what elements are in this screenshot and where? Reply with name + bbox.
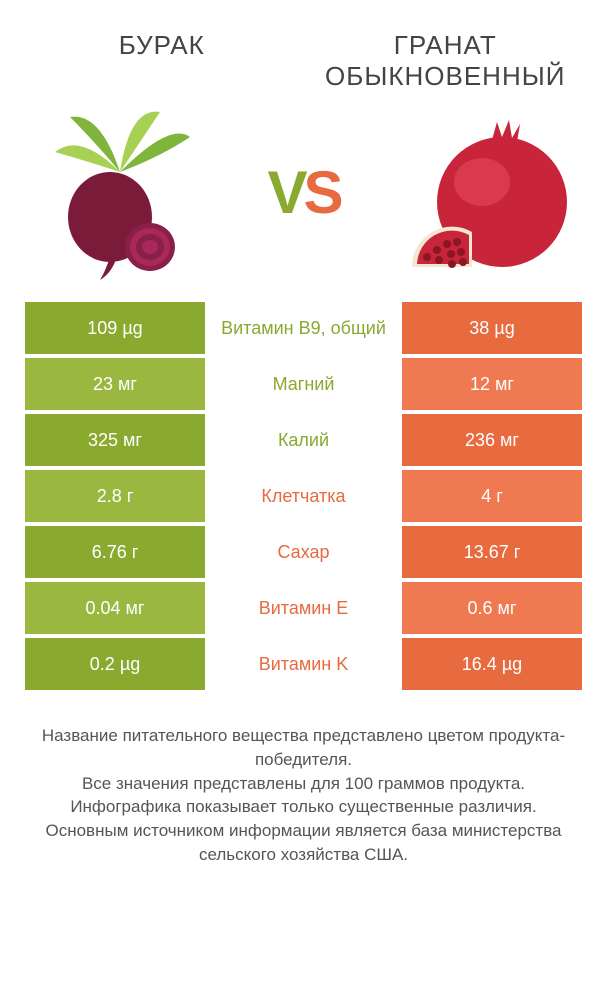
table-row: 23 мгМагний12 мг [25,358,582,410]
pomegranate-image [397,102,577,282]
right-value: 236 мг [402,414,582,466]
left-value: 23 мг [25,358,205,410]
vs-v: V [267,159,303,226]
right-value: 12 мг [402,358,582,410]
nutrient-label: Витамин B9, общий [205,302,402,354]
left-value: 6.76 г [25,526,205,578]
table-row: 0.2 µgВитамин K16.4 µg [25,638,582,690]
nutrient-label: Магний [205,358,402,410]
footer-line-2: Все значения представлены для 100 граммо… [25,772,582,796]
table-row: 109 µgВитамин B9, общий38 µg [25,302,582,354]
right-value: 38 µg [402,302,582,354]
footer-line-4: Основным источником информации является … [25,819,582,867]
footer-notes: Название питательного вещества представл… [0,694,607,867]
nutrient-label: Клетчатка [205,470,402,522]
left-title: БУРАК [20,30,304,61]
table-row: 325 мгКалий236 мг [25,414,582,466]
right-value: 13.67 г [402,526,582,578]
comparison-table: 109 µgВитамин B9, общий38 µg23 мгМагний1… [0,302,607,690]
vs-label: VS [267,158,339,227]
nutrient-label: Калий [205,414,402,466]
beet-image [30,102,210,282]
table-row: 0.04 мгВитамин E0.6 мг [25,582,582,634]
left-value: 109 µg [25,302,205,354]
vs-s: S [304,159,340,226]
left-value: 0.2 µg [25,638,205,690]
left-value: 325 мг [25,414,205,466]
footer-line-1: Название питательного вещества представл… [25,724,582,772]
right-value: 4 г [402,470,582,522]
nutrient-label: Витамин K [205,638,402,690]
left-value: 2.8 г [25,470,205,522]
nutrient-label: Витамин E [205,582,402,634]
header-row: БУРАК ГРАНАТ ОБЫКНОВЕННЫЙ [0,0,607,102]
table-row: 2.8 гКлетчатка4 г [25,470,582,522]
right-value: 0.6 мг [402,582,582,634]
right-value: 16.4 µg [402,638,582,690]
right-title: ГРАНАТ ОБЫКНОВЕННЫЙ [304,30,588,92]
footer-line-3: Инфографика показывает только существенн… [25,795,582,819]
nutrient-label: Сахар [205,526,402,578]
images-row: VS [0,102,607,302]
table-row: 6.76 гСахар13.67 г [25,526,582,578]
left-value: 0.04 мг [25,582,205,634]
